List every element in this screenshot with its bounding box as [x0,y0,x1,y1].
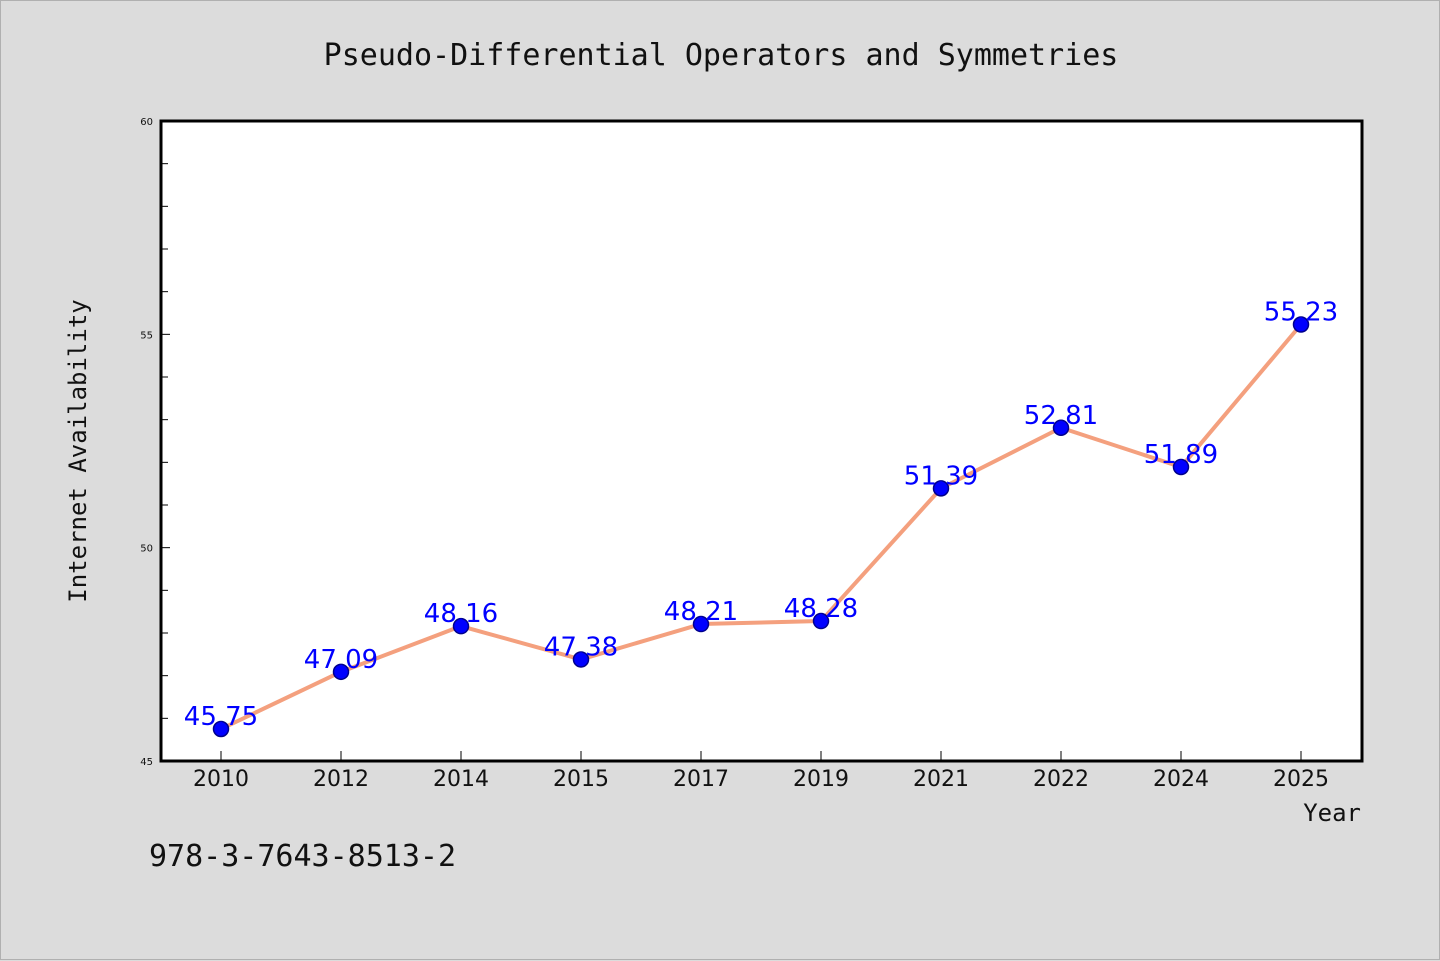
x-tick-label: 2019 [793,767,849,792]
y-tick-label: 45 [140,757,153,768]
data-label: 52.81 [1024,401,1098,431]
x-tick-label: 2015 [553,767,609,792]
data-point [1172,458,1190,476]
x-tick-label: 2017 [673,767,729,792]
y-tick-label: 50 [140,544,153,555]
x-axis-label: Year [1303,799,1361,827]
data-label: 48.28 [784,594,858,624]
plot-area [161,121,1362,761]
data-point [932,480,950,497]
x-tick-label: 2022 [1033,767,1089,792]
data-label: 48.21 [664,597,738,627]
chart-title: Pseudo-Differential Operators and Symmet… [324,38,1119,73]
data-point [1292,316,1310,333]
data-point [452,617,470,635]
x-axis: 2010 2012 2014 2015 2017 2019 2021 2022 2024 2025 [193,751,1329,792]
y-tick-label: 60 [140,117,153,128]
data-point [212,720,230,738]
x-tick-label: 2025 [1273,767,1329,792]
y-tick-label: 55 [140,330,153,341]
y-axis-label: Internet Availability [64,299,92,602]
data-point [812,612,830,630]
x-tick-label: 2010 [193,767,249,792]
data-point [572,651,590,668]
data-label: 51.89 [1144,440,1218,470]
x-tick-label: 2021 [913,767,969,792]
data-label: 45.75 [184,702,258,732]
x-tick-label: 2024 [1153,767,1209,792]
data-label: 47.38 [544,632,618,662]
series-line [219,322,1303,731]
x-tick-label: 2012 [313,767,369,792]
data-point [1052,419,1070,437]
plot-frame [159,119,1364,763]
data-label: 47.09 [304,645,378,675]
isbn-annotation: 978-3-7643-8513-2 [149,839,456,874]
data-label: 55.23 [1264,298,1338,328]
data-point [692,615,710,633]
data-label: 51.39 [904,461,978,491]
x-tick-label: 2014 [433,767,489,792]
data-label: 48.16 [424,599,498,629]
data-point [332,663,350,681]
series-layer: 45.75 47.09 48.16 47.38 48.21 48.28 51.39 52.81… [184,298,1338,738]
